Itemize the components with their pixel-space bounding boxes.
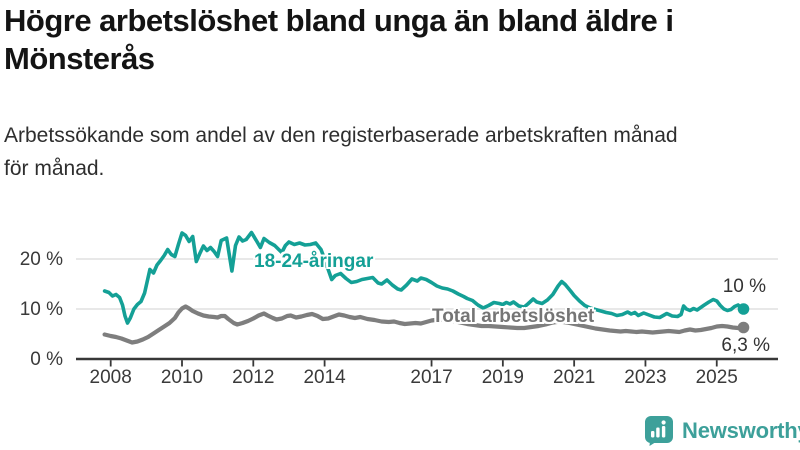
x-tick-label: 2008 (89, 367, 132, 388)
series-end-dot-0 (737, 303, 750, 315)
series-label-total: Total arbetslöshet (432, 306, 595, 327)
x-tick-label: 2021 (553, 367, 596, 388)
title-line-1: Högre arbetslöshet bland unga än bland ä… (4, 3, 674, 38)
x-tick-label: 2014 (303, 367, 346, 388)
series-end-dot-1 (737, 321, 750, 334)
subtitle-line-1: Arbetssökande som andel av den registerb… (4, 124, 678, 147)
x-tick-label: 2019 (481, 367, 524, 388)
x-tick-label: 2023 (624, 367, 667, 388)
x-tick-label: 2017 (410, 367, 453, 388)
chart-subtitle: Arbetssökande som andel av den registerb… (4, 119, 796, 185)
series-line-1 (102, 304, 746, 345)
title-line-2: Mönsterås (4, 41, 155, 76)
end-value-total: 6,3 % (721, 335, 770, 356)
newsworthy-logo[interactable]: Newsworthy (644, 415, 800, 446)
end-value-youth: 10 % (722, 276, 766, 297)
y-tick-label: 10 % (19, 298, 63, 320)
series-label-youth: 18-24-åringar (254, 251, 374, 272)
series-line-0 (102, 230, 746, 325)
newsworthy-icon (645, 416, 673, 446)
y-tick-label: 0 % (30, 348, 63, 370)
x-tick-label: 2010 (160, 367, 204, 388)
subtitle-line-2: för månad. (4, 157, 105, 180)
x-tick-label: 2025 (695, 367, 738, 388)
x-tick-label: 2012 (232, 367, 275, 388)
newsworthy-wordmark: Newsworthy (682, 417, 800, 443)
y-tick-label: 20 % (19, 248, 63, 270)
page-title: Högre arbetslöshet bland unga än bland ä… (4, 2, 784, 78)
